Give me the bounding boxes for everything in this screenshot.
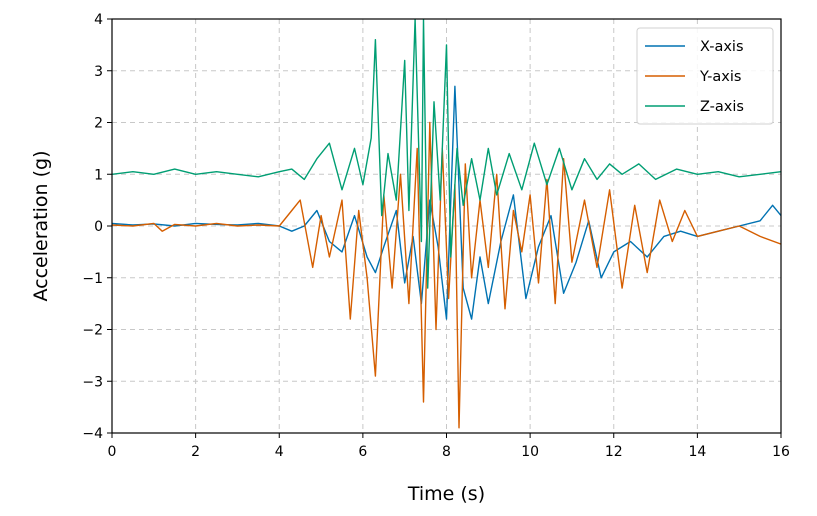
legend: X-axis Y-axis Z-axis [636,27,774,125]
legend-label-y-axis: Y-axis [699,69,741,85]
x-axis-label: Time (s) [407,483,485,505]
x-tick-label: 8 [442,444,451,460]
x-axis: 0 2 4 6 8 10 12 14 16 [108,433,790,460]
y-tick-label: 4 [94,12,103,28]
y-tick-label: −2 [82,323,103,339]
y-axis-label: Acceleration (g) [30,151,52,302]
x-tick-label: 12 [605,444,623,460]
y-tick-label: 0 [94,219,103,235]
y-tick-label: 1 [94,167,103,183]
y-tick-label: 3 [94,64,103,80]
y-tick-label: −3 [82,374,103,390]
z-axis-series-line [112,19,781,289]
legend-label-x-axis: X-axis [700,39,744,55]
y-tick-label: −1 [82,271,103,287]
grid [112,19,781,433]
x-tick-label: 14 [688,444,706,460]
x-tick-label: 16 [772,444,790,460]
legend-label-z-axis: Z-axis [700,99,744,115]
x-tick-label: 6 [358,444,367,460]
x-tick-label: 2 [191,444,200,460]
x-tick-label: 0 [108,444,117,460]
series-layer [112,19,781,429]
x-tick-label: 10 [521,444,539,460]
x-tick-label: 4 [275,444,284,460]
y-axis: −4 −3 −2 −1 0 1 2 3 4 [82,12,112,442]
y-tick-label: 2 [94,116,103,132]
legend-box [636,27,774,125]
y-tick-label: −4 [82,426,103,442]
